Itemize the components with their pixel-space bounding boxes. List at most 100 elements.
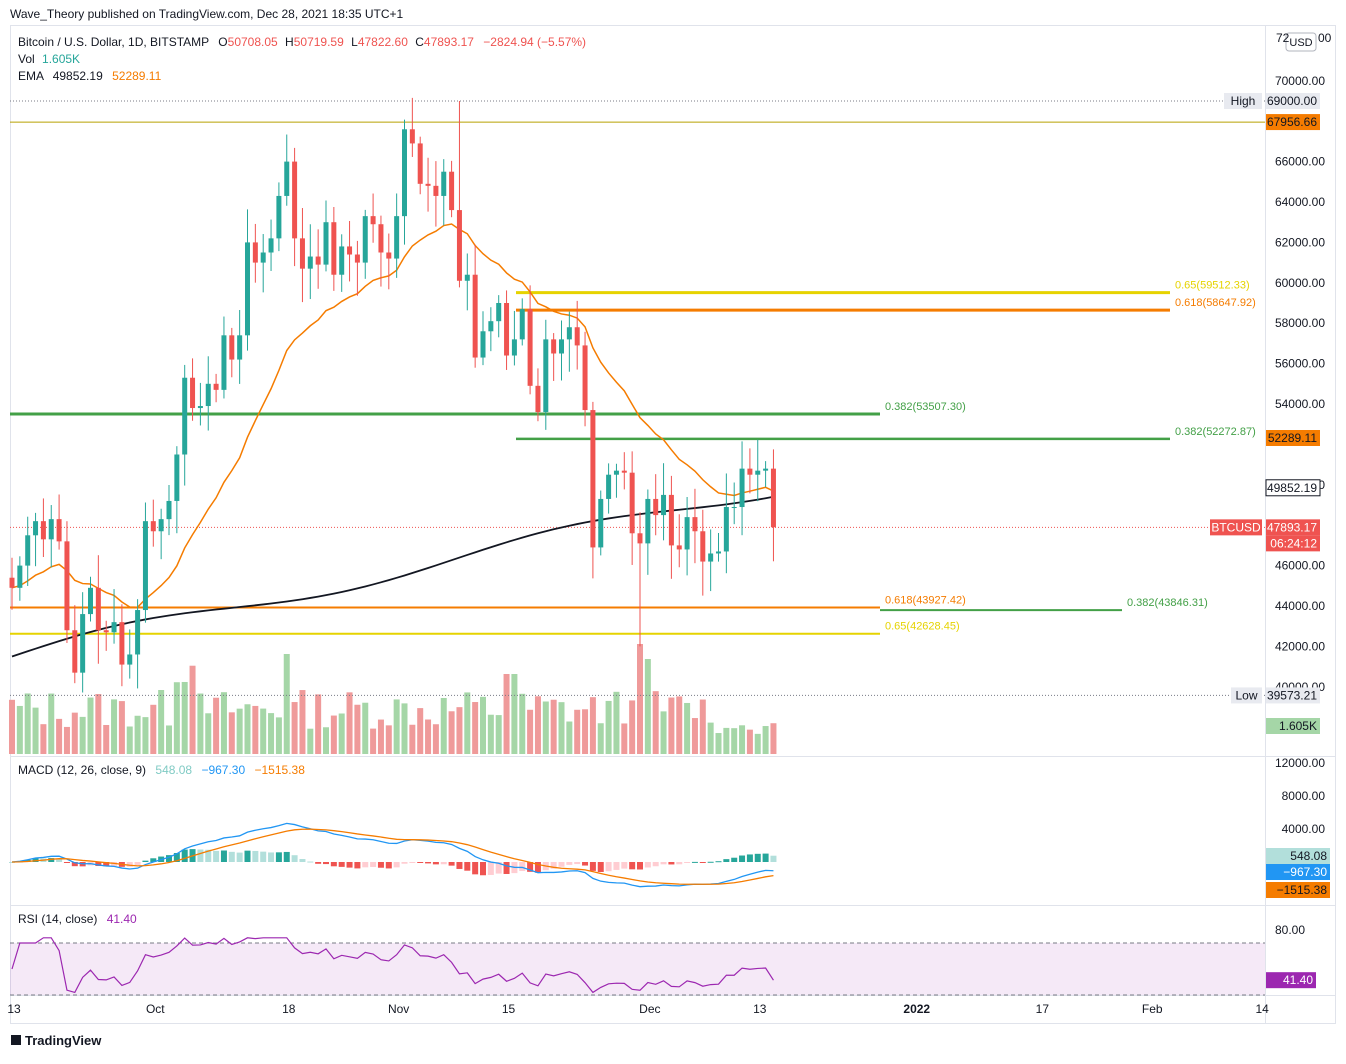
macd-hist-bar [589, 862, 596, 871]
macd-hist-bar [754, 853, 761, 862]
macd-hist-bar [503, 862, 510, 874]
volume-bar [534, 696, 541, 754]
macd-hist-bar [566, 862, 573, 865]
macd-hist-bar [691, 861, 698, 863]
currency-badge[interactable] [1285, 32, 1317, 52]
macd-badge-value: −967.30 [1283, 865, 1327, 879]
candle-body [292, 161, 298, 239]
candle-body [56, 519, 62, 542]
volume-bar [56, 718, 63, 754]
candle-body [582, 345, 588, 411]
volume-bar [9, 699, 15, 754]
candle-body [668, 494, 674, 546]
volume-bar [118, 701, 125, 754]
time-tick-label: 14 [1255, 1002, 1269, 1016]
volume-bar [691, 718, 698, 754]
macd-hist-bar [707, 861, 714, 863]
volume-bar [330, 715, 337, 754]
macd-hist-bar [464, 862, 471, 871]
volume-bar [40, 724, 47, 754]
time-tick-label: 2022 [903, 1002, 930, 1016]
candle-body [142, 521, 148, 611]
volume-bar [542, 701, 549, 754]
macd-hist-bar [550, 862, 557, 869]
candle-body [504, 303, 510, 356]
price-badge [1266, 718, 1320, 734]
candle-body [621, 470, 627, 473]
candles[interactable] [9, 97, 776, 693]
candle-body [519, 309, 525, 340]
macd-hist-bar [268, 852, 275, 862]
price-tick-top-partial-right: 00 [1318, 31, 1332, 45]
candle-body [331, 222, 337, 275]
candle-body [174, 454, 180, 501]
volume-bar [440, 697, 447, 754]
volume-bar [197, 693, 204, 754]
macd-hist-bar [385, 862, 392, 869]
volume-bar [637, 644, 643, 754]
volume-bar [731, 728, 738, 754]
price-axis[interactable]: 70000.00 66000.00 64000.00 62000.00 60000.00… [1275, 74, 1325, 937]
candle-body [386, 252, 392, 259]
candle-body [245, 242, 250, 336]
volume-bar [244, 704, 251, 754]
candle-body [488, 321, 494, 332]
candle-body [708, 553, 714, 562]
candle-body [590, 410, 596, 548]
candle-body [25, 535, 31, 566]
candle-body [559, 339, 564, 354]
macd-hist-bar [197, 849, 204, 862]
candle-body [700, 531, 706, 562]
volume-bar [550, 699, 557, 754]
price-badge-tag-label: Low [1235, 688, 1257, 702]
volume-bar [621, 723, 628, 754]
volume-bar [299, 690, 306, 754]
legend-ema-label: EMA [18, 69, 44, 83]
volume-bar [307, 728, 314, 754]
price-badge-value: 67956.66 [1267, 115, 1317, 129]
candle-body [197, 406, 203, 409]
candle-body [723, 507, 729, 552]
macd-hist-bar [307, 861, 314, 863]
rsi-title: RSI (14, close) [18, 912, 97, 926]
macd-hist-bar [71, 862, 78, 867]
volume-bar [173, 682, 180, 754]
price-tick-label: 64000.00 [1275, 195, 1325, 209]
volume-bar [629, 700, 636, 754]
volume-bar [181, 681, 188, 754]
candle-body [409, 129, 415, 144]
macd-hist-bar [770, 855, 777, 862]
volume-bar [268, 713, 275, 754]
price-tick-label: 42000.00 [1275, 639, 1325, 653]
candle-body [72, 630, 78, 673]
candle-body [354, 254, 360, 263]
legend-ema-short: 52289.11 [112, 69, 161, 83]
macd-hist-bar [699, 862, 706, 863]
candle-body [135, 610, 141, 655]
candle-body [425, 183, 431, 186]
macd-hist-bar [9, 862, 15, 863]
candle-body [535, 385, 541, 413]
volume-bar [660, 711, 667, 754]
time-tick-label: Oct [146, 1002, 165, 1016]
tradingview-logo[interactable]: TradingView [11, 1033, 102, 1048]
volume-bar [142, 717, 149, 754]
volume-bar [111, 699, 118, 754]
macd-hist-bar [417, 862, 424, 863]
fib-level-label: 0.618(43927.42) [885, 594, 966, 606]
macd-hist-bar [244, 850, 251, 862]
candle-body [692, 517, 698, 532]
legend-low: 47822.60 [358, 35, 408, 49]
macd-hist-bar [472, 862, 479, 875]
candle-body [307, 256, 313, 269]
legend-symbol-name: Bitcoin / U.S. Dollar, 1D, BITSTAMP [18, 35, 209, 49]
candle-body [158, 519, 164, 532]
volume-bar [103, 724, 110, 754]
legend-o-label: O [218, 35, 227, 49]
volume-bar [16, 705, 23, 754]
volume-bar [213, 697, 220, 754]
candle-body [229, 335, 235, 360]
time-axis[interactable]: 13 Oct 18 Nov 15 Dec 13 2022 17 Feb 14 [7, 1002, 1269, 1016]
